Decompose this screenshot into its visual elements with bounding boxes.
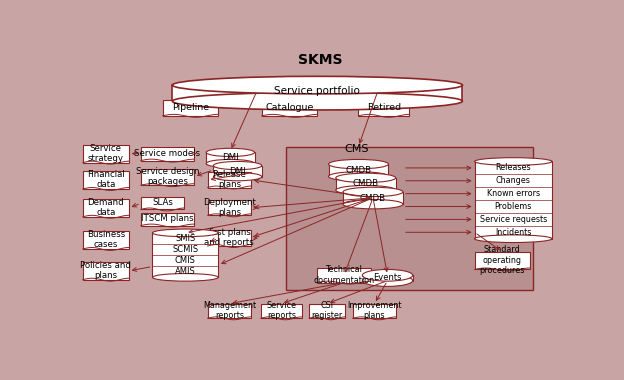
Text: Problems: Problems [495,202,532,211]
Text: Retired: Retired [367,103,401,112]
Ellipse shape [213,162,262,169]
Bar [343,192,403,204]
Text: Service design
packages: Service design packages [135,167,199,186]
Text: CMDB: CMDB [360,193,386,203]
Text: Improvement
plans: Improvement plans [347,301,402,320]
Text: SMIS: SMIS [175,234,195,243]
Text: Incidents: Incidents [495,228,532,237]
Text: ITSCM plans: ITSCM plans [141,214,194,223]
Bar [262,100,318,116]
Bar [83,231,129,249]
Bar [336,178,396,190]
Text: Service models: Service models [134,149,200,158]
Text: Policies and
plans: Policies and plans [80,261,131,280]
Bar [83,145,129,163]
Text: Test plans
and reports: Test plans and reports [205,228,254,247]
Ellipse shape [336,173,396,182]
Bar [208,230,251,246]
Bar [141,213,194,226]
Text: CMS: CMS [344,144,369,155]
Bar [208,172,251,187]
Text: DMI: DMI [229,166,246,176]
Ellipse shape [206,148,255,157]
Text: Technical
documentation: Technical documentation [313,265,374,285]
Bar [286,147,533,290]
Bar [309,304,346,318]
Ellipse shape [206,160,255,168]
Ellipse shape [363,275,412,287]
Bar [358,100,409,116]
Bar [353,304,396,318]
Bar [141,169,194,185]
Text: AMIS: AMIS [175,267,196,276]
Text: Service
reports: Service reports [266,301,296,320]
Bar [474,252,530,269]
Bar [83,199,129,217]
Ellipse shape [172,76,462,94]
Text: Management
reports: Management reports [203,301,256,320]
Bar [152,233,218,277]
Text: CSI
register: CSI register [311,301,343,320]
Bar [213,166,262,177]
Bar [318,268,371,283]
Bar [474,162,552,239]
Ellipse shape [474,158,552,165]
Bar [206,152,255,163]
Text: Standard
operating
procedures: Standard operating procedures [480,245,525,275]
Bar [208,200,251,215]
Ellipse shape [363,269,412,281]
Text: Known errors: Known errors [487,189,540,198]
Bar [261,304,302,318]
Text: Releases: Releases [495,163,531,173]
Ellipse shape [343,200,403,209]
Bar [328,164,389,176]
Text: Service portfolio: Service portfolio [275,86,360,95]
Text: Events: Events [373,274,402,282]
Bar [363,275,412,280]
Text: CMDB: CMDB [346,166,371,175]
Ellipse shape [336,185,396,195]
Text: SCMIS: SCMIS [172,245,198,254]
Text: Pipeline: Pipeline [172,103,209,112]
Bar [141,147,194,161]
Text: Demand
data: Demand data [87,198,124,217]
Ellipse shape [328,172,389,181]
Text: Catalogue: Catalogue [265,103,314,112]
Bar [208,304,251,318]
Ellipse shape [343,187,403,196]
Text: SKMS: SKMS [298,53,342,67]
Ellipse shape [152,274,218,281]
Text: Changes: Changes [496,176,530,185]
Text: Financial
data: Financial data [87,170,125,190]
Ellipse shape [328,160,389,169]
Text: Release
plans: Release plans [212,170,246,189]
Ellipse shape [474,235,552,242]
Text: DMI: DMI [222,154,238,163]
Text: Service requests: Service requests [480,215,547,224]
Bar [83,171,129,189]
Text: CMIS: CMIS [175,256,196,265]
Text: Service
strategy: Service strategy [88,144,124,163]
Ellipse shape [213,173,262,181]
Ellipse shape [172,92,462,110]
Text: CMDB: CMDB [353,179,379,188]
Text: Deployment
plans: Deployment plans [203,198,256,217]
Bar [163,100,218,116]
Ellipse shape [152,229,218,237]
Text: Business
cases: Business cases [87,230,125,249]
Text: SLAs: SLAs [152,198,173,207]
Bar [172,85,462,101]
Bar [141,197,185,209]
Bar [83,262,129,280]
